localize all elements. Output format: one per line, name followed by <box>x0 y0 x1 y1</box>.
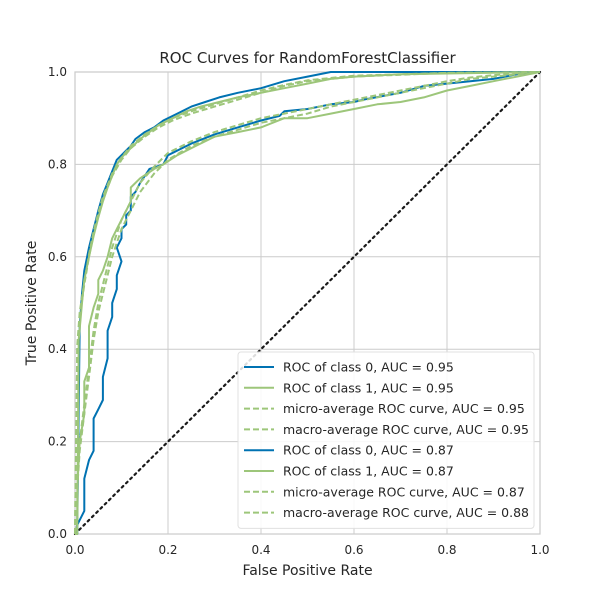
legend-label-3: macro-average ROC curve, AUC = 0.95 <box>283 422 529 437</box>
y-tick-label-1: 0.2 <box>48 435 67 449</box>
x-tick-label-2: 0.4 <box>251 543 270 557</box>
x-axis-label: False Positive Rate <box>242 563 372 579</box>
legend-label-6: micro-average ROC curve, AUC = 0.87 <box>283 484 525 499</box>
x-tick-label-0: 0.0 <box>65 543 84 557</box>
roc-curves <box>74 71 541 535</box>
roc-series-line-7 <box>74 71 541 535</box>
y-tick-label-5: 1.0 <box>48 65 67 79</box>
plot-area-border <box>74 71 541 535</box>
x-tick-label-4: 0.8 <box>437 543 456 557</box>
y-axis-label: True Positive Rate <box>24 241 40 367</box>
axes-frame <box>74 71 541 535</box>
legend-label-4: ROC of class 0, AUC = 0.87 <box>283 443 454 458</box>
legend-label-7: macro-average ROC curve, AUC = 0.88 <box>283 505 529 520</box>
y-tick-label-4: 0.8 <box>48 157 67 171</box>
roc-series-line-5 <box>75 71 541 535</box>
legend-label-2: micro-average ROC curve, AUC = 0.95 <box>283 401 525 416</box>
x-tick-label-5: 1.0 <box>530 543 549 557</box>
tick-labels: 0.0 0.2 0.4 0.6 0.8 1.0 0.0 0.2 0.4 0.6 0.8 1.0 <box>48 65 550 557</box>
y-tick-label-0: 0.0 <box>48 527 67 541</box>
y-tick-label-3: 0.6 <box>48 250 67 264</box>
chance-diagonal-line <box>73 70 542 536</box>
roc-series-line-0 <box>74 71 540 535</box>
legend-label-0: ROC of class 0, AUC = 0.95 <box>283 360 454 375</box>
roc-series-line-4 <box>75 71 541 535</box>
legend-label-5: ROC of class 1, AUC = 0.87 <box>283 464 454 479</box>
legend: ROC of class 0, AUC = 0.95 ROC of class 1… <box>237 351 535 529</box>
roc-series-line-6 <box>74 71 541 535</box>
legend-box <box>237 351 535 529</box>
x-tick-label-1: 0.2 <box>158 543 177 557</box>
chart-title: ROC Curves for RandomForestClassifier <box>159 49 456 67</box>
y-tick-label-2: 0.4 <box>48 342 67 356</box>
legend-label-1: ROC of class 1, AUC = 0.95 <box>283 380 454 395</box>
chance-line-group <box>73 70 542 536</box>
roc-series-line-3 <box>74 71 541 535</box>
grid <box>74 71 541 535</box>
x-tick-label-3: 0.6 <box>344 543 363 557</box>
